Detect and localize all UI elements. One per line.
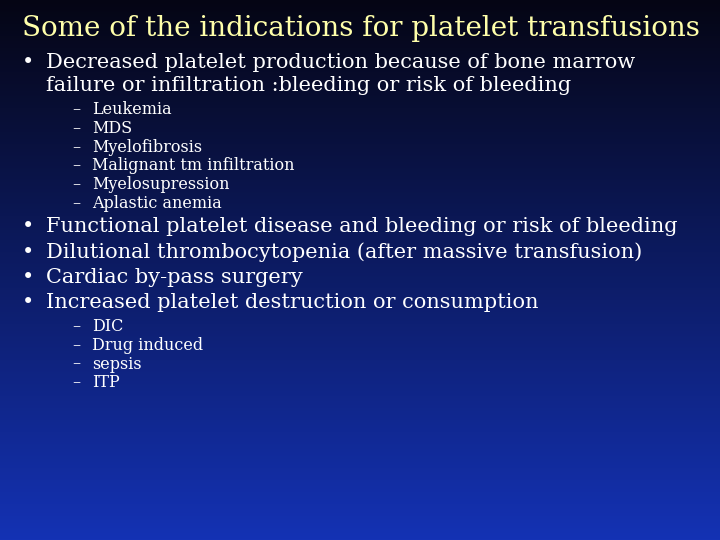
Text: Cardiac by-pass surgery: Cardiac by-pass surgery (46, 268, 302, 287)
Text: –: – (72, 139, 80, 156)
Text: sepsis: sepsis (92, 355, 142, 373)
Text: –: – (72, 337, 80, 354)
Text: •: • (22, 53, 35, 72)
Text: failure or infiltration :bleeding or risk of bleeding: failure or infiltration :bleeding or ris… (46, 76, 571, 95)
Text: Malignant tm infiltration: Malignant tm infiltration (92, 157, 294, 174)
Text: Myelosupression: Myelosupression (92, 176, 230, 193)
Text: –: – (72, 318, 80, 335)
Text: •: • (22, 293, 35, 312)
Text: –: – (72, 194, 80, 212)
Text: •: • (22, 268, 35, 287)
Text: ITP: ITP (92, 374, 120, 391)
Text: –: – (72, 374, 80, 391)
Text: –: – (72, 355, 80, 373)
Text: •: • (22, 242, 35, 261)
Text: Decreased platelet production because of bone marrow: Decreased platelet production because of… (46, 53, 635, 72)
Text: Dilutional thrombocytopenia (after massive transfusion): Dilutional thrombocytopenia (after massi… (46, 242, 642, 262)
Text: Myelofibrosis: Myelofibrosis (92, 139, 202, 156)
Text: DIC: DIC (92, 318, 123, 335)
Text: MDS: MDS (92, 120, 132, 137)
Text: Increased platelet destruction or consumption: Increased platelet destruction or consum… (46, 293, 539, 312)
Text: Functional platelet disease and bleeding or risk of bleeding: Functional platelet disease and bleeding… (46, 217, 678, 237)
Text: Leukemia: Leukemia (92, 102, 171, 118)
Text: –: – (72, 120, 80, 137)
Text: –: – (72, 157, 80, 174)
Text: Drug induced: Drug induced (92, 337, 203, 354)
Text: •: • (22, 217, 35, 237)
Text: –: – (72, 102, 80, 118)
Text: Aplastic anemia: Aplastic anemia (92, 194, 222, 212)
Text: –: – (72, 176, 80, 193)
Text: Some of the indications for platelet transfusions: Some of the indications for platelet tra… (22, 15, 700, 42)
